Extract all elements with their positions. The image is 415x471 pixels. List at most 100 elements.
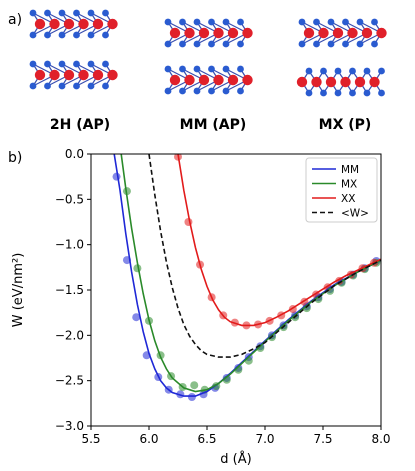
chalcogen-atom	[208, 18, 215, 26]
metal-atom	[325, 76, 337, 88]
chalcogen-atom	[222, 40, 230, 48]
metal-atom	[213, 74, 224, 86]
chalcogen-atom	[356, 40, 364, 48]
metal-atom	[34, 18, 46, 30]
chalcogen-atom	[73, 31, 80, 39]
chalcogen-atom	[44, 9, 51, 17]
metal-atom	[296, 76, 308, 88]
data-point-mm-2	[132, 313, 141, 322]
chalcogen-atom	[298, 18, 306, 26]
chalcogen-atom	[58, 9, 66, 17]
metal-atom	[213, 27, 224, 39]
chalcogen-atom	[208, 40, 215, 48]
metal-atom	[311, 76, 322, 88]
y-tick-label: −2.0	[55, 328, 84, 342]
metal-atom	[78, 69, 89, 81]
metal-atom	[107, 69, 118, 81]
chalcogen-atom	[164, 87, 172, 95]
chalcogen-atom	[87, 82, 95, 90]
chalcogen-atom	[73, 9, 80, 17]
chalcogen-atom	[371, 18, 378, 26]
metal-atom	[169, 27, 181, 39]
legend: MM MX XX <W>	[305, 157, 378, 223]
metal-atom	[198, 74, 210, 86]
chalcogen-atom	[44, 31, 51, 39]
chalcogen-atom	[164, 18, 172, 26]
chalcogen-atom	[87, 9, 95, 17]
y-tick-label: −2.5	[55, 374, 84, 388]
chalcogen-atom	[222, 65, 230, 73]
metal-atom	[227, 74, 239, 86]
metal-atom	[242, 27, 253, 39]
chalcogen-atom	[193, 87, 201, 95]
metal-atom	[340, 76, 351, 88]
metal-atom	[49, 18, 60, 30]
chalcogen-atom	[222, 18, 230, 26]
metal-atom	[34, 69, 46, 81]
series-line-w	[148, 154, 381, 358]
metal-atom	[184, 74, 195, 86]
metal-atom	[227, 27, 239, 39]
metal-atom	[369, 76, 380, 88]
legend-label: <W>	[341, 208, 369, 220]
chalcogen-atom	[179, 87, 186, 95]
chalcogen-atom	[305, 89, 313, 97]
chalcogen-atom	[313, 40, 320, 48]
y-tick-label: −1.0	[55, 238, 84, 252]
metal-atom	[184, 27, 195, 39]
chalcogen-atom	[208, 65, 215, 73]
legend-label: MX	[341, 179, 357, 191]
chalcogen-atom	[193, 40, 201, 48]
series-line-mx	[120, 154, 381, 393]
chalcogen-atom	[371, 40, 378, 48]
x-axis-label: d (Å)	[220, 451, 251, 467]
chalcogen-atom	[356, 18, 364, 26]
chalcogen-atom	[58, 60, 66, 68]
structure-label-mm-ap: MM (AP)	[180, 117, 247, 133]
metal-atom	[169, 74, 181, 86]
chalcogen-atom	[29, 82, 37, 90]
chalcogen-atom	[222, 87, 230, 95]
chalcogen-atom	[320, 89, 327, 97]
chalcogen-atom	[208, 87, 215, 95]
y-tick-label: −3.0	[55, 419, 84, 433]
metal-atom	[49, 69, 60, 81]
x-tick-label: 8.0	[371, 432, 390, 446]
metal-atom	[242, 74, 253, 86]
chalcogen-atom	[334, 89, 342, 97]
chalcogen-atom	[164, 65, 172, 73]
chalcogen-atom	[305, 67, 313, 75]
metal-atom	[347, 27, 358, 39]
structure-mm-ap	[164, 18, 253, 95]
chalcogen-atom	[313, 18, 320, 26]
chalcogen-atom	[29, 60, 37, 68]
metal-atom	[78, 18, 89, 30]
x-tick-label: 6.5	[197, 432, 216, 446]
series-layer	[112, 154, 381, 401]
chalcogen-atom	[320, 67, 327, 75]
y-tick-label: −0.5	[55, 192, 84, 206]
chalcogen-atom	[237, 40, 244, 48]
legend-label: MM	[341, 164, 359, 176]
metal-atom	[376, 27, 387, 39]
chalcogen-atom	[44, 60, 51, 68]
metal-atom	[198, 27, 210, 39]
binding-energy-chart: 5.5 6.0 6.5 7.0 7.5 8.0 −3.0 −2.5 −2.0 −1.5 −1.0 −0…	[11, 147, 391, 467]
chalcogen-atom	[334, 67, 342, 75]
axis-layer: 5.5 6.0 6.5 7.0 7.5 8.0 −3.0 −2.5 −2.0 −1.5 −1.0 −0…	[55, 147, 391, 446]
legend-box	[305, 157, 378, 223]
panel-b-label: b)	[8, 150, 22, 166]
chalcogen-atom	[237, 65, 244, 73]
chalcogen-atom	[363, 89, 371, 97]
metal-atom	[107, 18, 118, 30]
chalcogen-atom	[298, 40, 306, 48]
metal-atom	[361, 27, 373, 39]
y-axis-label: W (eV/nm²)	[11, 253, 26, 328]
panel-a-label: a)	[8, 12, 22, 28]
chalcogen-atom	[29, 31, 37, 39]
chalcogen-atom	[363, 67, 371, 75]
chalcogen-atom	[349, 67, 356, 75]
chalcogen-atom	[327, 18, 335, 26]
y-tick-label: −1.5	[55, 283, 84, 297]
chalcogen-atom	[179, 18, 186, 26]
